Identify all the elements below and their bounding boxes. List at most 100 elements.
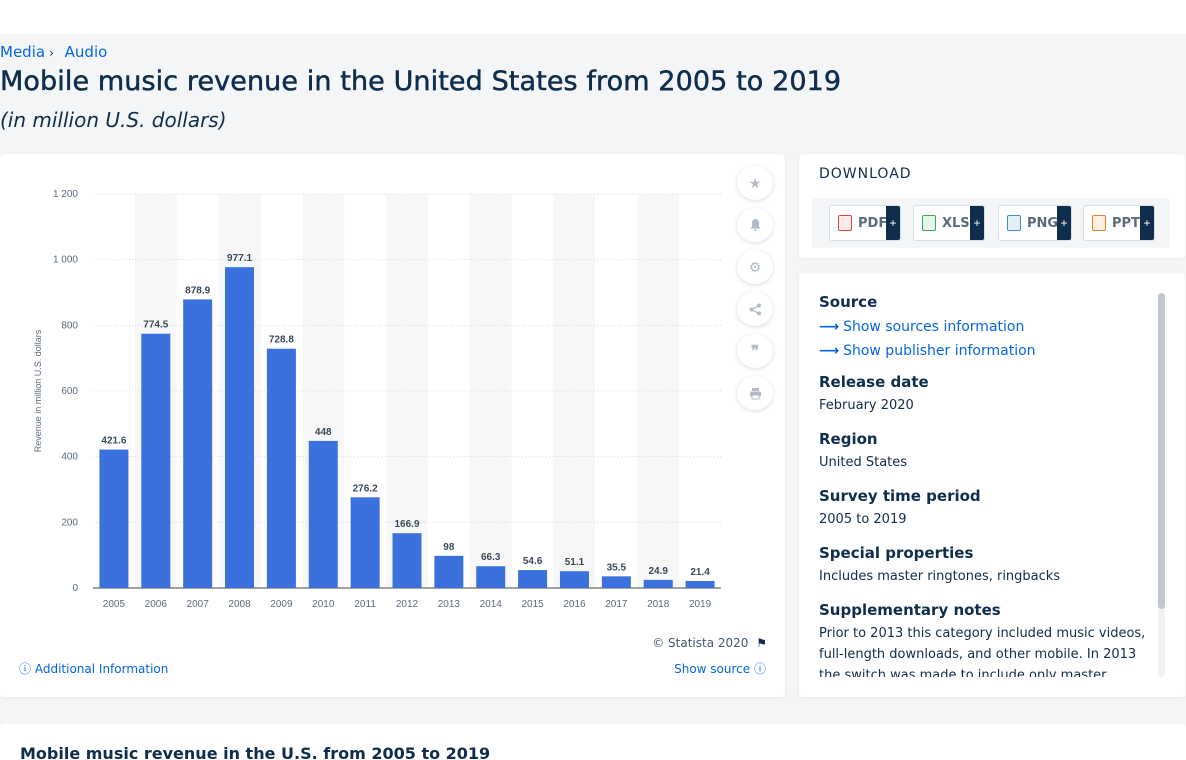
share-icon[interactable] — [737, 292, 773, 326]
download-pdf-button[interactable]: PDF + — [829, 205, 901, 241]
x-tick-label: 2015 — [521, 599, 544, 610]
data-label: 878.9 — [185, 285, 210, 296]
x-tick-label: 2011 — [354, 599, 376, 610]
page-subtitle: (in million U.S. dollars) — [0, 108, 227, 132]
data-label: 98 — [443, 542, 455, 553]
show-source-label: Show source — [674, 662, 751, 676]
y-tick-label: 1 200 — [53, 189, 78, 200]
data-label: 977.1 — [227, 253, 252, 264]
chart-card: 0 200 400 600 800 1 000 1 200 Revenue in millio… — [0, 154, 785, 697]
bar — [518, 570, 548, 588]
data-label: 421.6 — [101, 436, 126, 447]
notes-heading: Supplementary notes — [819, 601, 1001, 619]
gear-icon[interactable]: ⚙ — [737, 250, 773, 284]
download-card: DOWNLOAD PDF + XLS + PNG + PPT + — [799, 154, 1185, 258]
bottom-card: Mobile music revenue in the U.S. from 20… — [0, 724, 1186, 760]
x-tick-label: 2013 — [438, 599, 461, 610]
show-source-link[interactable]: Show source ⓘ — [674, 660, 766, 677]
bar — [392, 533, 422, 588]
info-scroll-area[interactable]: Source ⟶ Show sources information ⟶ Show p… — [819, 293, 1149, 677]
page-title: Mobile music revenue in the United State… — [0, 66, 842, 98]
breadcrumb-separator: › — [49, 46, 54, 60]
download-png-button[interactable]: PNG + — [998, 205, 1072, 241]
download-ppt-label: PPT — [1112, 215, 1140, 231]
bar — [601, 576, 631, 588]
bar — [225, 267, 255, 588]
x-tick-label: 2005 — [103, 599, 126, 610]
download-row: PDF + XLS + PNG + PPT + — [812, 198, 1170, 248]
column-band — [469, 194, 512, 588]
x-tick-label: 2017 — [605, 599, 628, 610]
scrollbar[interactable] — [1158, 293, 1165, 677]
x-tick-label: 2010 — [312, 599, 335, 610]
copyright-text: © Statista 2020 — [652, 636, 749, 650]
breadcrumb-audio[interactable]: Audio — [64, 43, 108, 61]
x-tick-label: 2006 — [145, 599, 168, 610]
period-value: 2005 to 2019 — [819, 512, 907, 527]
x-tick-label: 2007 — [187, 599, 210, 610]
x-tick-label: 2009 — [270, 599, 293, 610]
data-label: 35.5 — [607, 562, 627, 573]
period-heading: Survey time period — [819, 487, 981, 505]
print-icon[interactable] — [737, 376, 773, 410]
arrow-right-icon: ⟶ — [819, 343, 840, 359]
bell-icon[interactable] — [737, 208, 773, 242]
bar — [141, 333, 171, 588]
copyright: © Statista 2020 ⚑ — [652, 636, 767, 650]
download-pdf-label: PDF — [858, 215, 888, 231]
bar — [476, 566, 506, 588]
data-label: 166.9 — [394, 519, 419, 530]
chart-toolbar: ★ ⚙ ❞ — [737, 166, 773, 418]
data-label: 276.2 — [353, 483, 378, 494]
download-xls-button[interactable]: XLS + — [913, 205, 985, 241]
x-tick-label: 2018 — [647, 599, 670, 610]
show-publisher-link[interactable]: ⟶ Show publisher information — [819, 339, 1149, 363]
x-tick-label: 2019 — [689, 599, 712, 610]
bar — [350, 497, 380, 588]
data-label: 21.4 — [690, 567, 710, 578]
data-label: 728.8 — [269, 335, 294, 346]
show-sources-link[interactable]: ⟶ Show sources information — [819, 315, 1149, 339]
release-value: February 2020 — [819, 398, 914, 413]
plus-icon: + — [1057, 206, 1071, 240]
download-png-label: PNG — [1027, 215, 1059, 231]
show-publisher-label: Show publisher information — [843, 343, 1036, 359]
x-tick-label: 2016 — [563, 599, 586, 610]
plus-icon: + — [970, 206, 984, 240]
region-value: United States — [819, 455, 908, 470]
column-band — [553, 194, 596, 588]
plus-icon: + — [1140, 206, 1154, 240]
y-tick-label: 1 000 — [53, 255, 78, 266]
star-icon[interactable]: ★ — [737, 166, 773, 200]
data-label: 51.1 — [565, 557, 585, 568]
x-tick-label: 2008 — [228, 599, 251, 610]
info-card: Source ⟶ Show sources information ⟶ Show p… — [799, 273, 1185, 697]
bar — [434, 555, 464, 588]
additional-info-link[interactable]: ⓘ Additional Information — [19, 660, 168, 677]
release-heading: Release date — [819, 373, 929, 391]
bar — [643, 579, 673, 588]
flag-icon[interactable]: ⚑ — [756, 636, 767, 650]
scrollbar-thumb[interactable] — [1158, 293, 1165, 609]
data-label: 774.5 — [143, 320, 168, 331]
bar — [559, 571, 589, 588]
show-sources-label: Show sources information — [843, 319, 1025, 335]
quote-icon[interactable]: ❞ — [737, 334, 773, 368]
pdf-file-icon — [838, 215, 852, 231]
special-value: Includes master ringtones, ringbacks — [819, 569, 1061, 584]
ppt-file-icon — [1092, 215, 1106, 231]
bar-chart: 0 200 400 600 800 1 000 1 200 Revenue in millio… — [33, 189, 721, 610]
x-tick-label: 2012 — [396, 599, 419, 610]
data-label: 66.3 — [481, 552, 501, 563]
download-ppt-button[interactable]: PPT + — [1083, 205, 1155, 241]
y-tick-label: 600 — [61, 386, 78, 397]
breadcrumb-media[interactable]: Media — [0, 43, 46, 61]
data-label: 448 — [315, 427, 332, 438]
bar — [99, 449, 129, 588]
bar — [308, 440, 338, 588]
source-heading: Source — [819, 293, 878, 311]
xls-file-icon — [922, 215, 936, 231]
arrow-right-icon: ⟶ — [819, 319, 840, 335]
bottom-title: Mobile music revenue in the U.S. from 20… — [20, 744, 491, 760]
data-label: 24.9 — [648, 566, 668, 577]
